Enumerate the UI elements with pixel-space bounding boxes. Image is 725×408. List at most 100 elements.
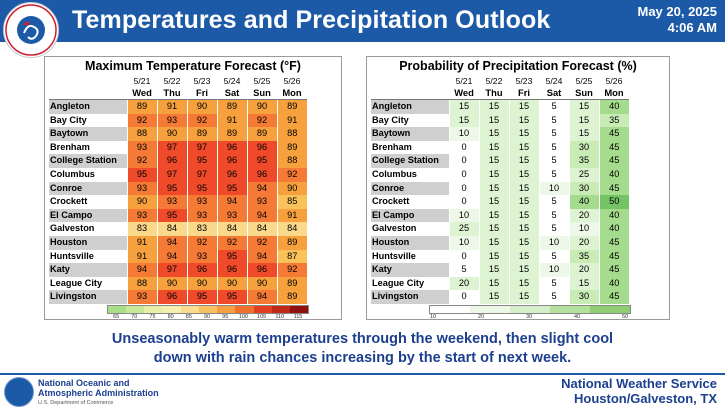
scale-swatch <box>510 306 550 313</box>
precip-value-cell: 10 <box>448 127 479 141</box>
temps-value-cell: 89 <box>276 235 307 250</box>
temperature-panel-title: Maximum Temperature Forecast (°F) <box>85 59 301 73</box>
temps-value-cell: 94 <box>246 181 277 196</box>
nws-line1: National Weather Service <box>561 376 717 391</box>
precip-day-header: Thu <box>479 87 509 100</box>
table-row: Galveston 25 15 15 5 10 40 <box>371 222 629 236</box>
table-row: Livingston 93 96 95 95 94 89 <box>49 290 307 304</box>
scale-swatch <box>126 306 145 313</box>
precip-city-name: Huntsville <box>372 250 416 261</box>
precip-city-name: El Campo <box>371 208 449 223</box>
temps-value-cell: 89 <box>276 290 307 304</box>
precip-value-cell: 10 <box>538 181 569 196</box>
temps-value-cell: 89 <box>216 127 247 141</box>
precip-city-name: Angleton <box>371 99 449 114</box>
temps-value-cell: 93 <box>126 181 157 196</box>
precip-value-cell: 15 <box>508 140 539 155</box>
precip-value-cell: 15 <box>508 222 539 236</box>
precip-value-cell: 15 <box>478 195 509 209</box>
temps-city-name: Columbus <box>50 168 95 179</box>
temps-value-cell: 89 <box>186 127 217 141</box>
temps-city-name: El Campo <box>49 208 127 223</box>
temps-value-cell: 90 <box>276 181 307 196</box>
temps-city-name: Katy <box>49 263 127 277</box>
precipitation-scale-ticks: 10 20 30 40 50 <box>409 314 649 320</box>
temps-value-cell: 88 <box>276 154 307 168</box>
temps-value-cell: 96 <box>216 140 247 155</box>
precip-value-cell: 45 <box>598 249 629 264</box>
temps-date-header: 5/23 <box>193 76 211 86</box>
temps-value-cell: 92 <box>126 154 157 168</box>
precip-city-name: League City <box>372 277 425 288</box>
temps-value-cell: 95 <box>216 290 247 304</box>
precip-value-cell: 15 <box>478 140 509 155</box>
precip-date-header: 5/21 <box>455 76 473 86</box>
precip-value-cell: 15 <box>508 263 539 277</box>
temps-value-cell: 92 <box>246 235 277 250</box>
scale-swatch <box>470 306 510 313</box>
date-time: May 20, 2025 4:06 AM <box>637 4 717 36</box>
temps-value-cell: 95 <box>186 154 217 168</box>
temps-value-cell: 95 <box>186 181 217 196</box>
temps-value-cell: 97 <box>156 263 187 277</box>
scale-tick-label: 10 <box>429 314 437 320</box>
temps-city-name: Galveston <box>50 223 95 234</box>
temps-city-name: Bay City <box>50 114 87 125</box>
precip-value-cell: 30 <box>568 290 599 304</box>
precip-value-cell: 15 <box>508 290 539 304</box>
temps-value-cell: 93 <box>126 208 157 223</box>
temps-value-cell: 96 <box>216 263 247 277</box>
temps-city-name: Livingston <box>49 290 127 304</box>
page-title: Temperatures and Precipitation Outlook <box>72 6 551 34</box>
temps-value-cell: 88 <box>126 127 157 141</box>
precip-day-header: Mon <box>599 87 629 100</box>
precip-value-cell: 45 <box>598 140 629 155</box>
precip-city-name: Galveston <box>372 223 417 234</box>
precip-value-cell: 15 <box>568 127 599 141</box>
temps-value-cell: 94 <box>246 249 277 264</box>
precip-value-cell: 15 <box>508 195 539 209</box>
temps-value-cell: 96 <box>246 263 277 277</box>
precipitation-panel: Probability of Precipitation Forecast (%… <box>366 56 670 320</box>
precip-date-header: 5/25 <box>575 76 593 86</box>
temps-value-cell: 95 <box>156 208 187 223</box>
precip-day-header: Sun <box>569 87 599 100</box>
precip-value-cell: 10 <box>538 235 569 250</box>
precip-city-name: Brenham <box>372 141 412 152</box>
precip-value-cell: 45 <box>598 263 629 277</box>
temps-city-name: Huntsville <box>50 250 94 261</box>
scale-swatch <box>235 306 254 313</box>
precip-value-cell: 45 <box>598 235 629 250</box>
table-row: Bay City 92 93 92 91 92 91 <box>49 113 307 128</box>
temps-day-header: Sun <box>247 87 277 100</box>
precip-value-cell: 15 <box>478 154 509 168</box>
scale-swatch <box>108 306 127 313</box>
temps-value-cell: 93 <box>186 195 217 209</box>
temps-value-cell: 93 <box>126 140 157 155</box>
precip-value-cell: 15 <box>508 276 539 291</box>
temps-value-cell: 94 <box>156 249 187 264</box>
table-row: Crockett 0 15 15 5 40 50 <box>371 195 629 209</box>
temps-value-cell: 91 <box>126 235 157 250</box>
temps-value-cell: 94 <box>156 235 187 250</box>
precip-value-cell: 15 <box>508 127 539 141</box>
precip-value-cell: 40 <box>598 208 629 223</box>
temps-value-cell: 89 <box>126 99 157 114</box>
precip-value-cell: 15 <box>478 208 509 223</box>
precip-day-header: Fri <box>509 87 539 100</box>
precipitation-panel-title: Probability of Precipitation Forecast (%… <box>399 59 637 73</box>
header-blank <box>371 87 449 100</box>
temps-value-cell: 84 <box>216 222 247 236</box>
temps-day-header: Mon <box>277 87 307 100</box>
header-blank <box>49 87 127 100</box>
noaa-text: National Oceanic and Atmospheric Adminis… <box>38 378 159 408</box>
precip-value-cell: 45 <box>598 127 629 141</box>
nws-logo <box>3 2 59 58</box>
table-row: Houston 10 15 15 10 20 45 <box>371 235 629 250</box>
precipitation-table: 5/21 5/22 5/23 5/24 5/25 5/26 Wed Thu Fri Sat Sun M… <box>371 76 629 304</box>
precip-value-cell: 20 <box>568 208 599 223</box>
temps-value-cell: 92 <box>216 235 247 250</box>
temps-value-cell: 96 <box>246 140 277 155</box>
temps-value-cell: 83 <box>186 222 217 236</box>
temps-value-cell: 92 <box>246 113 277 128</box>
